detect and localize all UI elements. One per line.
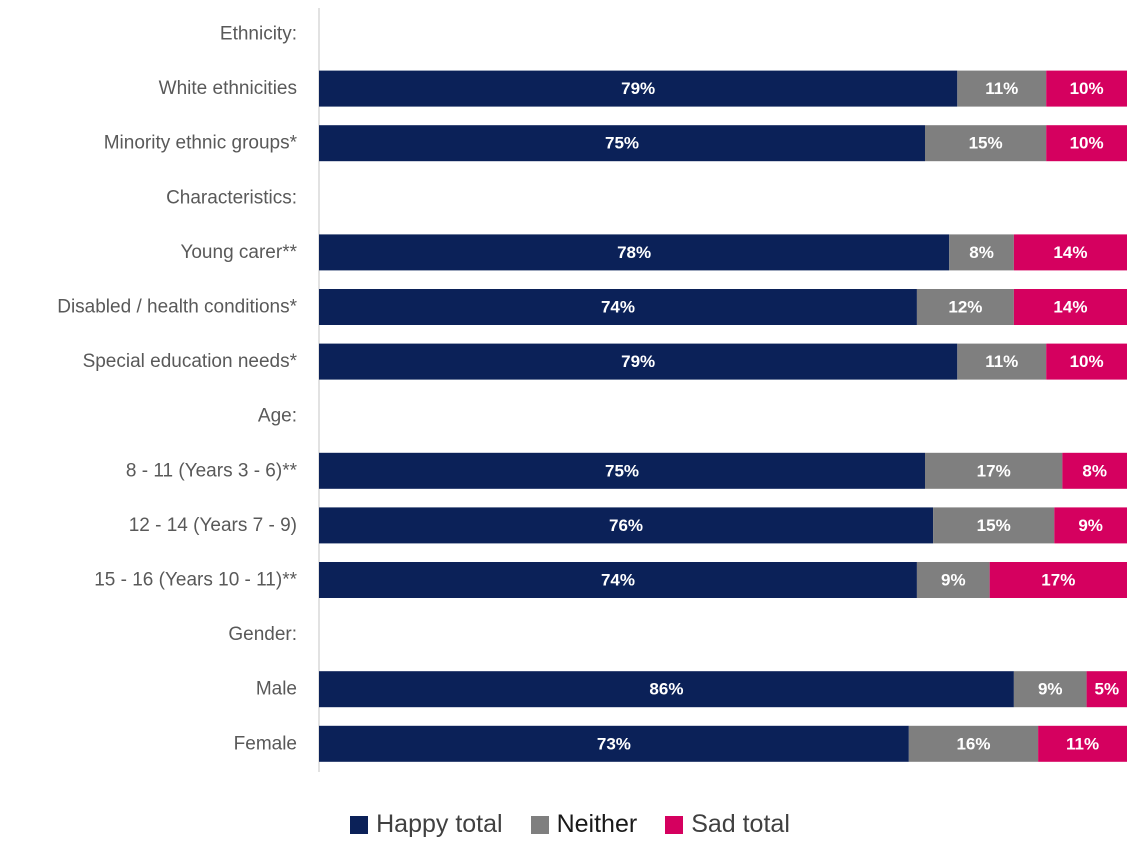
- bar-segment-sad: [1013, 289, 1127, 325]
- legend-swatch-neither: [530, 815, 549, 834]
- bar-segment-sad: [1046, 343, 1127, 380]
- bar-segment-neither: [933, 507, 1055, 544]
- data-label-neither: 11%: [985, 352, 1018, 371]
- bar-segment-neither: [949, 234, 1014, 271]
- data-label-happy: 78%: [617, 243, 651, 262]
- bar-segment-happy: [319, 452, 925, 489]
- bar-segment-happy: [319, 70, 958, 107]
- category-label: Minority ethnic groups*: [104, 133, 298, 154]
- bar-segment-happy: [319, 289, 917, 325]
- bar-segment-sad: [1046, 70, 1127, 107]
- data-label-happy: 79%: [621, 352, 655, 371]
- legend-label-happy: Happy total: [376, 810, 503, 838]
- legend-label-sad: Sad total: [691, 810, 790, 838]
- bar-segment-happy: [319, 125, 925, 162]
- bar-segment-happy: [319, 562, 917, 598]
- data-label-sad: 9%: [1078, 516, 1103, 535]
- bar-segment-happy: [319, 234, 950, 271]
- bar-segment-happy: [319, 725, 909, 762]
- data-label-happy: 74%: [601, 571, 635, 590]
- category-label: 8 - 11 (Years 3 - 6)**: [126, 460, 298, 481]
- data-label-sad: 10%: [1070, 352, 1104, 371]
- category-label: 15 - 16 (Years 10 - 11)**: [94, 570, 297, 591]
- data-label-sad: 14%: [1053, 298, 1087, 317]
- legend-item-happy: Happy total: [350, 810, 503, 839]
- group-header-label: Gender:: [228, 624, 297, 645]
- data-label-sad: 11%: [1066, 734, 1099, 753]
- bar-segment-happy: [319, 507, 934, 544]
- legend-swatch-happy: [350, 815, 369, 834]
- group-header-label: Characteristics:: [166, 187, 297, 208]
- legend-item-sad: Sad total: [665, 810, 790, 839]
- bar-segment-neither: [916, 562, 990, 598]
- data-label-neither: 15%: [969, 134, 1003, 153]
- group-header-label: Ethnicity:: [220, 24, 297, 45]
- bar-segment-sad: [1086, 671, 1127, 708]
- bar-segment-sad: [1054, 507, 1127, 544]
- data-label-sad: 8%: [1082, 461, 1107, 480]
- data-label-sad: 10%: [1070, 134, 1104, 153]
- data-label-happy: 76%: [609, 516, 643, 535]
- legend-label-neither: Neither: [556, 810, 638, 838]
- category-label: Disabled / health conditions*: [57, 297, 297, 318]
- legend-swatch-sad: [665, 815, 684, 834]
- category-label: 12 - 14 (Years 7 - 9): [129, 515, 297, 536]
- data-label-neither: 15%: [977, 516, 1011, 535]
- category-label: Young carer**: [180, 242, 297, 263]
- data-label-happy: 74%: [601, 298, 635, 317]
- bar-segment-happy: [319, 671, 1014, 708]
- bar-segment-sad: [1013, 234, 1127, 271]
- data-label-neither: 16%: [956, 734, 990, 753]
- data-label-neither: 12%: [948, 298, 982, 317]
- data-label-happy: 79%: [621, 79, 655, 98]
- bar-segment-sad: [1046, 125, 1127, 162]
- legend-item-neither: Neither: [530, 810, 638, 839]
- category-label: Special education needs*: [83, 351, 298, 372]
- data-label-happy: 75%: [605, 461, 639, 480]
- bar-segment-happy: [319, 343, 958, 380]
- data-label-sad: 10%: [1070, 79, 1104, 98]
- bar-segment-sad: [1062, 452, 1127, 489]
- bar-segment-neither: [1013, 671, 1087, 708]
- bar-segment-neither: [957, 343, 1047, 380]
- category-label: White ethnicities: [159, 78, 297, 99]
- data-label-neither: 9%: [941, 571, 966, 590]
- group-header-label: Age:: [258, 406, 297, 427]
- bar-segment-sad: [989, 562, 1127, 598]
- category-label: Female: [234, 733, 297, 754]
- bar-segment-neither: [916, 289, 1014, 325]
- data-label-neither: 8%: [969, 243, 994, 262]
- data-label-sad: 17%: [1041, 571, 1075, 590]
- data-label-sad: 14%: [1053, 243, 1087, 262]
- data-label-happy: 86%: [649, 680, 683, 699]
- bar-segment-neither: [908, 725, 1039, 762]
- data-label-sad: 5%: [1095, 680, 1120, 699]
- chart-legend: Happy total Neither Sad total: [0, 810, 1140, 839]
- bar-segment-sad: [1038, 725, 1127, 762]
- bar-segment-neither: [957, 70, 1047, 107]
- data-label-happy: 73%: [597, 734, 631, 753]
- data-label-neither: 11%: [985, 79, 1018, 98]
- data-label-neither: 17%: [977, 461, 1011, 480]
- data-label-neither: 9%: [1038, 680, 1063, 699]
- category-label: Male: [256, 679, 297, 700]
- bar-segment-neither: [925, 125, 1047, 162]
- bar-segment-neither: [925, 452, 1063, 489]
- data-label-happy: 75%: [605, 134, 639, 153]
